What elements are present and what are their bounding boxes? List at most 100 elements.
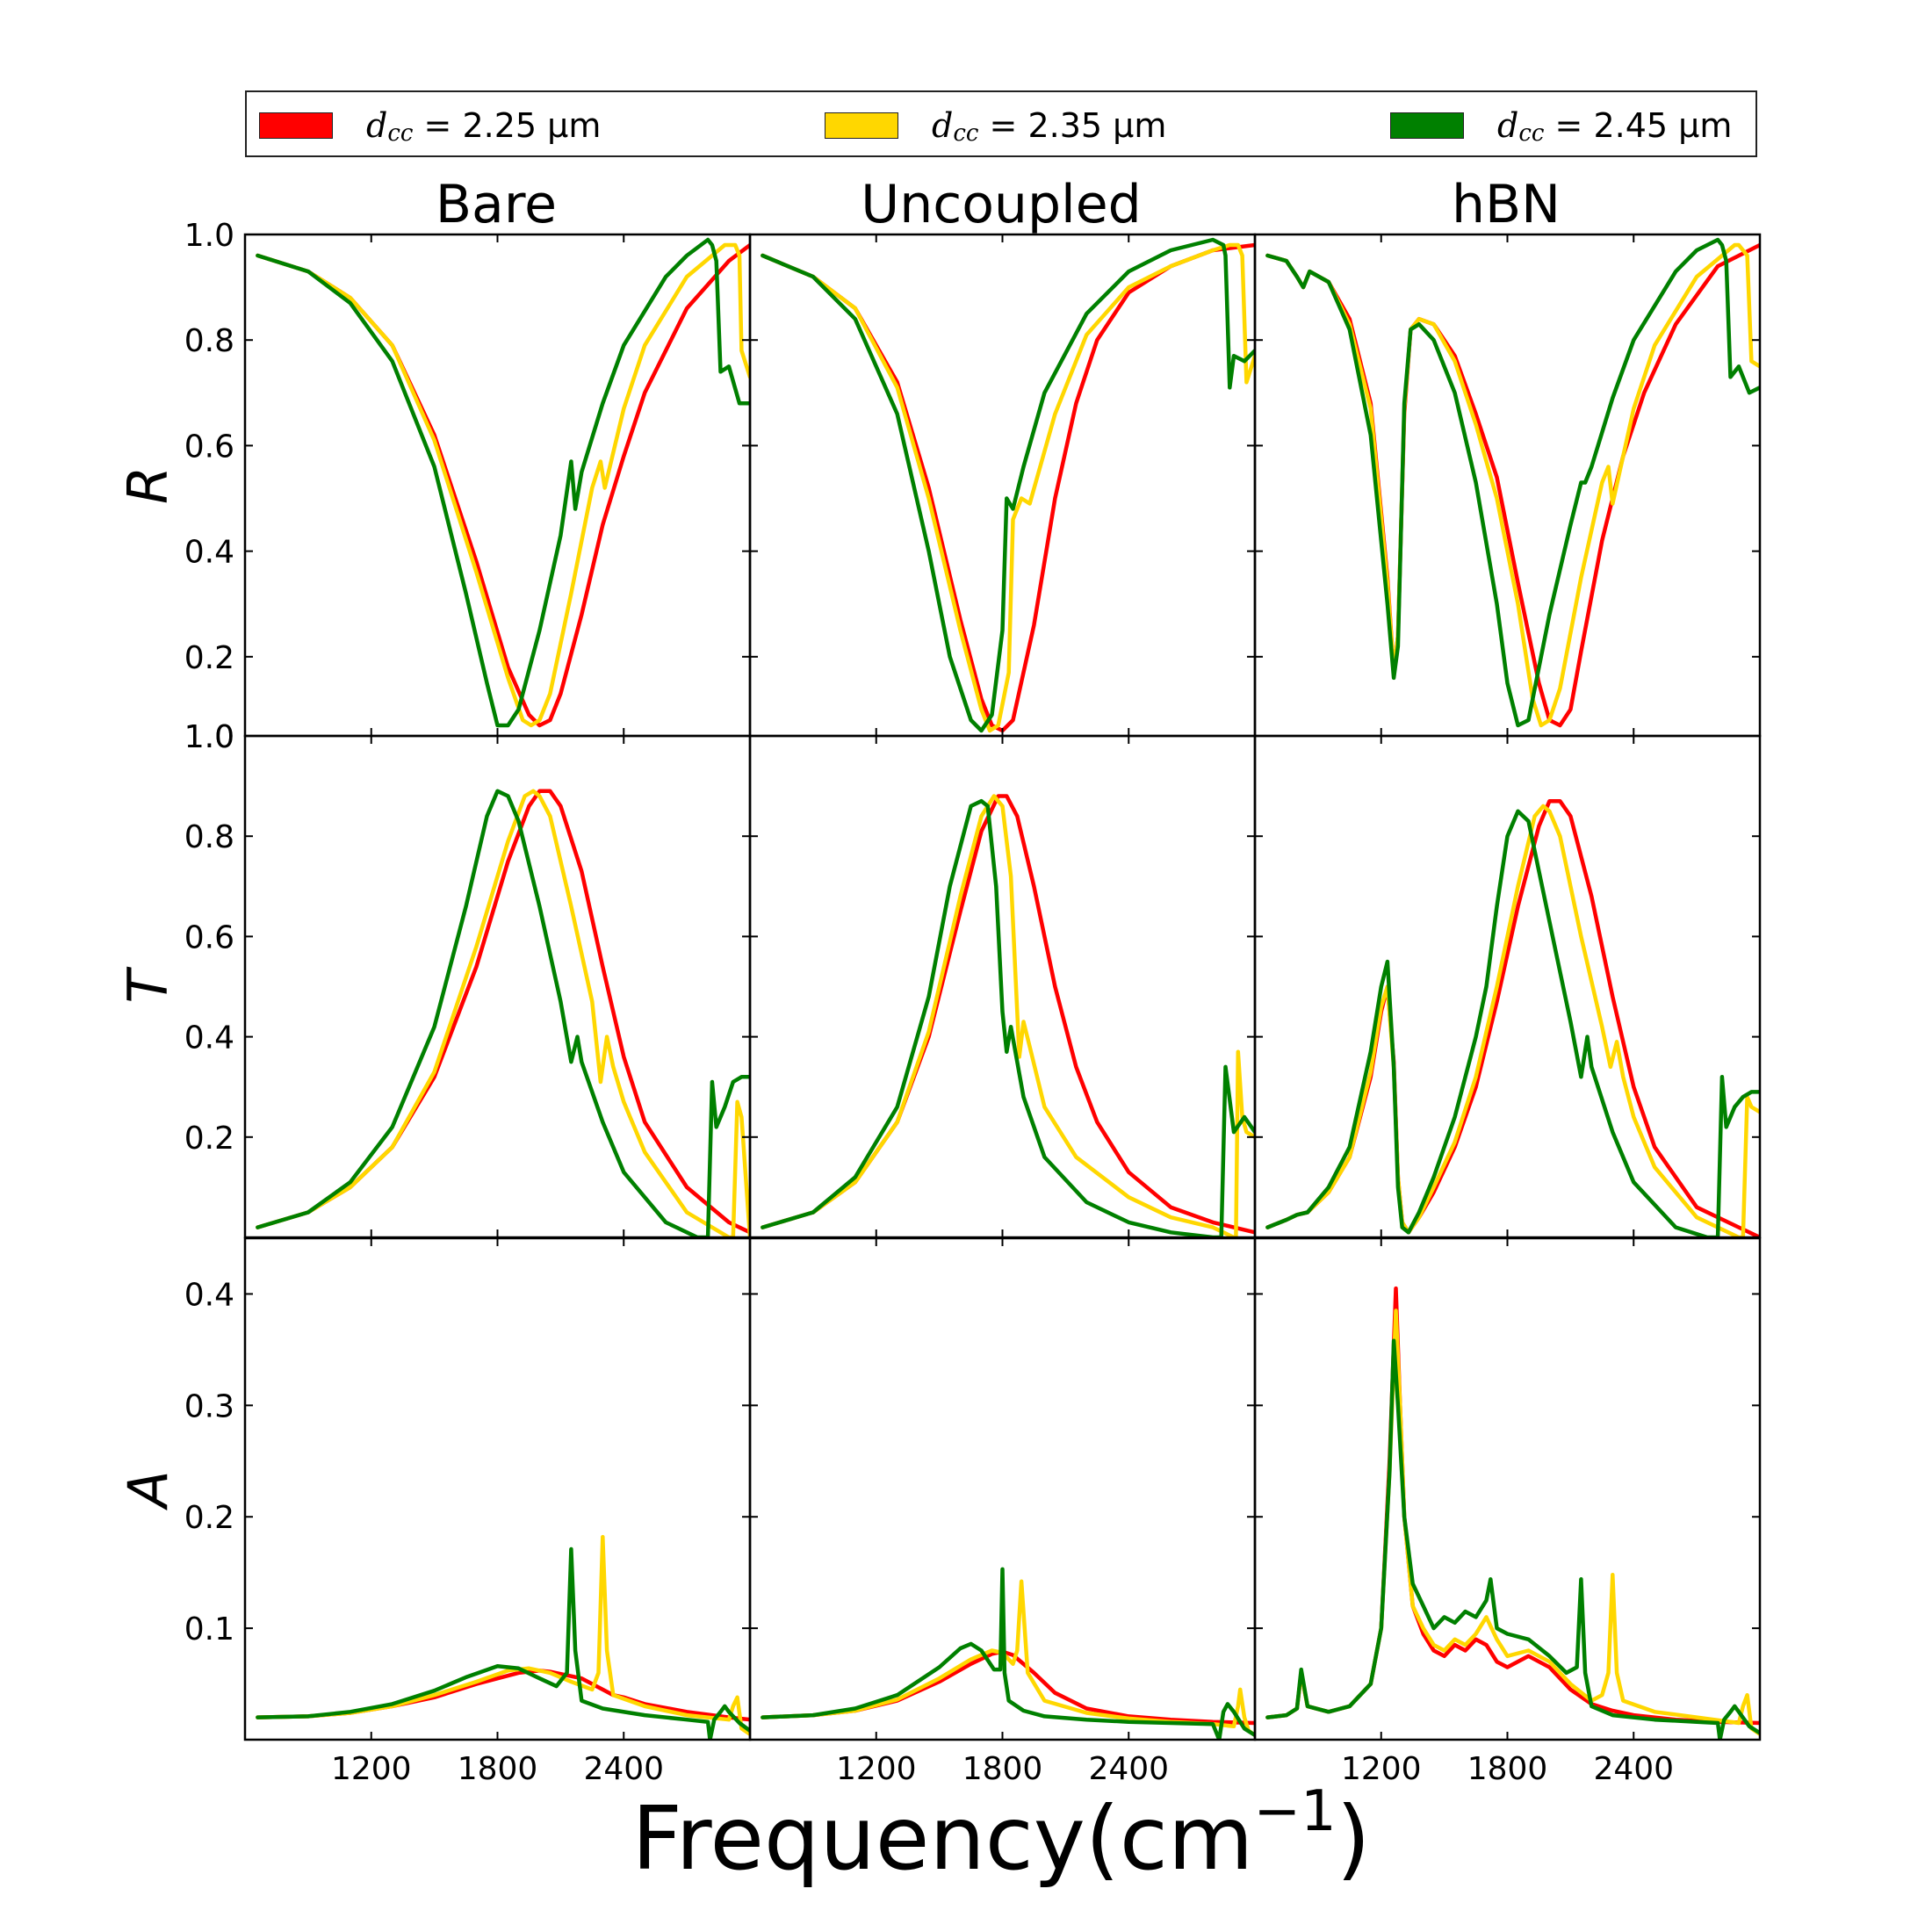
panel-frame <box>1253 734 1762 1239</box>
series-line-2 <box>761 1579 1255 1738</box>
x-tick-label: 1200 <box>331 1751 412 1787</box>
panel-hbn-T <box>1253 734 1762 1239</box>
series-group <box>256 237 750 728</box>
column-title-bare: Bare <box>436 174 557 235</box>
panel-bare-A: 0.1 0.2 0.3 0.4 1200 1800 2400 <box>184 1236 752 1787</box>
series-group <box>761 794 1255 1237</box>
legend-symbol: d <box>932 106 954 145</box>
series-group <box>256 789 750 1237</box>
y-tick-label: 0.2 <box>184 1500 234 1536</box>
legend-item-2: d cc = 2.35 µm <box>825 92 1166 159</box>
panels: 0.20.40.60.81.01.00.20.40.60.81.00.10.20… <box>184 218 1762 1787</box>
series-group <box>761 1567 1255 1740</box>
series-line-1 <box>1265 242 1760 728</box>
series-line-2 <box>1265 804 1760 1237</box>
y-axis-label-a: A <box>116 1470 180 1510</box>
y-tick-label: 0.4 <box>184 1277 234 1313</box>
legend-swatch-red <box>259 112 333 139</box>
series-line-2 <box>1265 1308 1760 1736</box>
panel-frame <box>243 734 752 1239</box>
series-line-1 <box>761 242 1255 733</box>
series-line-3 <box>256 789 750 1237</box>
column-title-uncoupled: Uncoupled <box>861 174 1141 235</box>
series-line-1 <box>256 242 750 728</box>
series-line-3 <box>1265 237 1760 728</box>
x-tick-label: 2400 <box>583 1751 664 1787</box>
y-tick-label: 0.4 <box>184 535 234 571</box>
panel-frame <box>748 233 1257 738</box>
series-line-3 <box>1265 1338 1760 1740</box>
legend-item-1: d cc = 2.25 µm <box>259 92 601 159</box>
series-group <box>1265 237 1760 728</box>
series-group <box>1265 1286 1760 1740</box>
x-tick-label: 2400 <box>1593 1751 1674 1787</box>
legend: d cc = 2.25 µm d cc = 2.35 µm d cc = 2.45 µ… <box>245 90 1757 157</box>
panel-uncoupled-T <box>748 734 1257 1239</box>
legend-text: = 2.45 µm <box>1544 106 1733 145</box>
series-line-3 <box>256 237 750 728</box>
panel-hbn-R <box>1253 233 1762 738</box>
column-title-hbn: hBN <box>1452 174 1561 235</box>
x-tick-label: 1200 <box>1341 1751 1422 1787</box>
panel-bare-T: 0.2 0.4 0.6 0.8 1.0 <box>184 719 752 1239</box>
panel-frame <box>243 233 752 738</box>
y-tick-label: 0.4 <box>184 1020 234 1056</box>
y-tick-label: 0.2 <box>184 1121 234 1157</box>
series-line-3 <box>761 1567 1255 1740</box>
series-line-3 <box>761 237 1255 733</box>
series-line-2 <box>1265 242 1760 728</box>
x-axis-label-close: ) <box>1337 1787 1371 1890</box>
y-tick-label: 0.1 <box>184 1611 234 1647</box>
panel-uncoupled-R <box>748 233 1257 738</box>
y-tick-label: 0.8 <box>184 323 234 359</box>
series-line-2 <box>761 794 1255 1237</box>
y-axis-label-r: R <box>116 466 180 504</box>
y-tick-label: 0.6 <box>184 919 234 955</box>
x-tick-label: 1800 <box>458 1751 538 1787</box>
x-axis-label: Frequency(cm−1) <box>631 1779 1370 1890</box>
series-group <box>256 1534 750 1740</box>
series-line-2 <box>256 789 750 1237</box>
y-tick-label: 0.8 <box>184 819 234 855</box>
series-line-3 <box>256 1546 750 1740</box>
series-line-3 <box>761 798 1255 1237</box>
panel-frame <box>1253 1236 1762 1741</box>
y-tick-label: 1.0 <box>184 218 234 254</box>
series-line-2 <box>761 242 1255 733</box>
column-titles: Bare Uncoupled hBN <box>436 174 1561 235</box>
series-group <box>1265 798 1760 1237</box>
legend-symbol: d <box>366 106 388 145</box>
legend-swatch-yellow <box>825 112 898 139</box>
x-tick-label: 1800 <box>962 1751 1043 1787</box>
panel-hbn-A: 1200 1800 2400 <box>1253 1236 1762 1787</box>
series-line-3 <box>1265 809 1760 1237</box>
y-tick-label: 0.2 <box>184 640 234 676</box>
legend-subscript: cc <box>387 120 414 147</box>
y-tick-label: 0.6 <box>184 429 234 465</box>
series-group <box>761 237 1255 733</box>
series-line-1 <box>1265 1286 1760 1726</box>
y-tick-label: 1.0 <box>184 719 234 755</box>
y-tick-label: 0.3 <box>184 1388 234 1424</box>
legend-subscript: cc <box>1518 120 1545 147</box>
legend-item-3: d cc = 2.45 µm <box>1390 92 1732 159</box>
series-line-2 <box>256 242 750 728</box>
y-axis-label-t: T <box>116 966 180 1003</box>
row-labels: R T A <box>116 466 180 1511</box>
legend-symbol: d <box>1497 106 1519 145</box>
panel-bare-R: 0.2 0.4 0.6 0.8 1.0 1.0 <box>184 218 752 755</box>
legend-text: = 2.35 µm <box>978 106 1167 145</box>
x-tick-label: 2400 <box>1088 1751 1169 1787</box>
svg-text:Frequency(cm−1): Frequency(cm−1) <box>631 1779 1370 1890</box>
x-axis-label-text: Frequency(cm <box>631 1787 1253 1890</box>
series-line-2 <box>256 1534 750 1736</box>
panel-uncoupled-A: 1200 1800 2400 <box>748 1236 1257 1787</box>
legend-swatch-green <box>1390 112 1464 139</box>
x-axis-label-superscript: −1 <box>1253 1779 1336 1844</box>
x-tick-label: 1200 <box>836 1751 917 1787</box>
legend-text: = 2.25 µm <box>413 106 602 145</box>
y-tick-label: 1.0 <box>184 719 234 755</box>
x-tick-label: 1800 <box>1467 1751 1548 1787</box>
legend-subscript: cc <box>953 120 979 147</box>
